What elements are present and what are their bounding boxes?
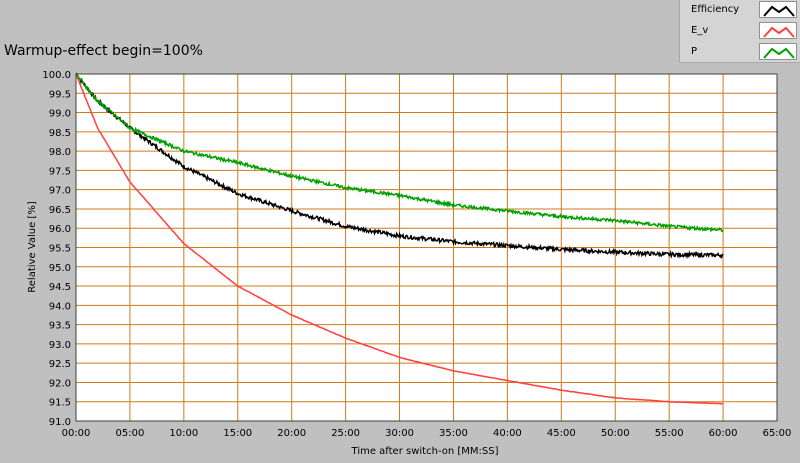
legend-swatch-icon	[759, 1, 797, 18]
y-tick-label: 92.0	[49, 378, 71, 389]
x-tick-label: 25:00	[331, 428, 360, 439]
chart-title: Warmup-effect begin=100%	[4, 43, 203, 59]
y-axis-label: Relative Value [%]	[27, 201, 38, 293]
y-tick-label: 97.5	[49, 166, 71, 177]
x-tick-label: 15:00	[223, 428, 252, 439]
legend-item-p: P	[680, 42, 800, 62]
legend-label: Efficiency	[691, 4, 740, 15]
y-tick-label: 94.0	[49, 301, 71, 312]
x-tick-label: 20:00	[277, 428, 306, 439]
y-tick-label: 95.5	[49, 244, 71, 255]
y-tick-label: 91.5	[49, 398, 71, 409]
y-tick-label: 98.0	[49, 147, 71, 158]
x-tick-label: 55:00	[655, 428, 684, 439]
y-tick-label: 99.0	[49, 109, 71, 120]
x-tick-label: 35:00	[439, 428, 468, 439]
legend-swatch-icon	[759, 43, 797, 60]
chart-legend: Efficiency E_v P	[679, 0, 800, 63]
legend-item-efficiency: Efficiency	[680, 0, 800, 20]
grid	[76, 74, 777, 421]
x-tick-label: 00:00	[62, 428, 91, 439]
y-axis-ticks: 100.0 99.5 99.0 98.5 98.0 97.5 97.0 96.5 96.0 95.…	[42, 70, 71, 428]
y-tick-label: 98.5	[49, 128, 71, 139]
y-tick-label: 91.0	[49, 417, 71, 428]
x-axis-ticks: 00:00 05:00 10:00 15:00 20:00 25:00 30:00 35:00…	[62, 428, 792, 439]
y-tick-label: 94.5	[49, 282, 71, 293]
series-line-e-v	[75, 73, 724, 405]
y-tick-label: 99.5	[49, 89, 71, 100]
series-lines	[75, 72, 724, 405]
y-tick-label: 96.5	[49, 205, 71, 216]
y-tick-label: 95.0	[49, 263, 71, 274]
legend-label: E_v	[691, 25, 709, 36]
legend-swatch-icon	[759, 22, 797, 39]
y-tick-label: 93.5	[49, 321, 71, 332]
y-tick-label: 93.0	[49, 340, 71, 351]
x-tick-label: 60:00	[709, 428, 738, 439]
legend-item-e-v: E_v	[680, 21, 800, 41]
x-tick-label: 30:00	[385, 428, 414, 439]
series-line-p	[75, 72, 724, 233]
plot-border	[75, 73, 778, 422]
x-axis-label: Time after switch-on [MM:SS]	[351, 446, 499, 457]
y-tick-label: 92.5	[49, 359, 71, 370]
series-line-efficiency	[75, 73, 724, 260]
y-tick-label: 97.0	[49, 186, 71, 197]
x-tick-label: 10:00	[169, 428, 198, 439]
y-tick-label: 96.0	[49, 224, 71, 235]
y-tick-label: 100.0	[42, 70, 71, 81]
legend-label: P	[691, 46, 698, 57]
x-tick-label: 40:00	[493, 428, 522, 439]
x-tick-label: 05:00	[116, 428, 145, 439]
x-tick-label: 50:00	[601, 428, 630, 439]
x-tick-label: 65:00	[763, 428, 792, 439]
x-tick-label: 45:00	[547, 428, 576, 439]
